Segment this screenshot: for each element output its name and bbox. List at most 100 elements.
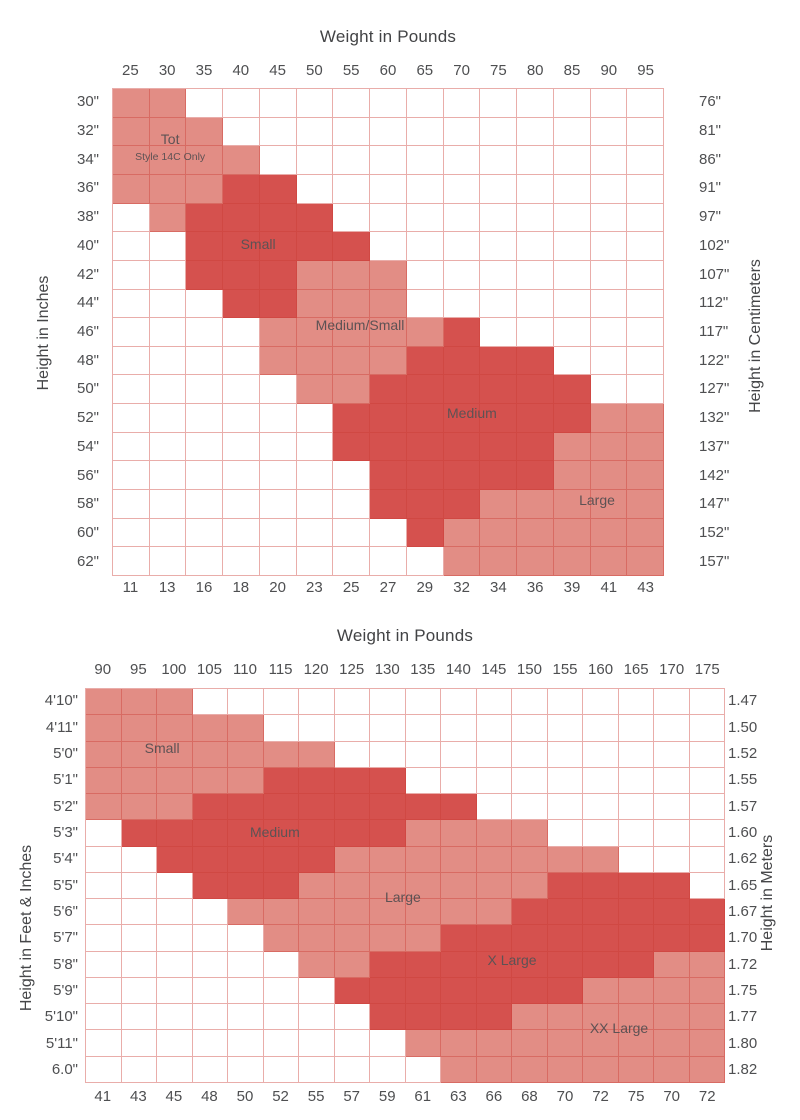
grid-cell [590, 375, 628, 405]
grid-cell [370, 872, 406, 900]
grid-cell [149, 146, 187, 175]
grid-cell [476, 925, 512, 952]
top-axis-tick: 100 [161, 661, 187, 678]
grid-cell [333, 117, 371, 147]
grid-cell [590, 461, 628, 491]
bottom-axis-tick: 75 [627, 1088, 645, 1105]
grid-cell [157, 820, 193, 847]
grid-cell [299, 1004, 335, 1031]
grid-cell [263, 1056, 299, 1083]
grid-cell [405, 899, 441, 926]
grid-cell [223, 461, 260, 491]
grid-cell [259, 490, 297, 519]
grid-cell [186, 432, 224, 462]
grid-cell [186, 289, 224, 319]
left-axis-tick: 5'10" [44, 1008, 78, 1026]
grid-cell [553, 260, 591, 290]
grid-cell [547, 820, 583, 847]
top-axis-tick: 170 [659, 661, 685, 678]
grid-cell [654, 1030, 690, 1057]
grid-cell [263, 741, 299, 768]
grid-cell [149, 89, 187, 118]
grid-cell [370, 899, 406, 926]
grid-cell [618, 767, 654, 795]
left-axis-tick: 5'0" [53, 744, 78, 762]
grid-cell [263, 1030, 299, 1057]
grid-cell [689, 689, 725, 716]
top-axis-tick: 90 [600, 62, 618, 79]
grid-cell [547, 715, 583, 742]
bottom-axis-tick: 55 [307, 1088, 325, 1105]
grid-cell [517, 289, 554, 319]
grid-cell [547, 794, 583, 821]
grid-cell [157, 977, 193, 1005]
grid-cell [480, 289, 518, 319]
grid-cell [443, 146, 481, 175]
grid-cell [333, 346, 371, 376]
grid-cell [654, 899, 690, 926]
bottom-axis-tick: 48 [201, 1088, 218, 1105]
grid-cell [333, 318, 371, 347]
right-axis-tick: 1.60 [728, 823, 758, 841]
grid-cell [654, 820, 690, 847]
grid-cell [299, 1056, 335, 1083]
right-axis-tick: 1.77 [728, 1008, 758, 1026]
grid-cell [86, 899, 122, 926]
grid-cell [192, 977, 228, 1005]
grid-cell [186, 518, 224, 548]
grid-cell [512, 820, 548, 847]
grid-cell [223, 404, 260, 433]
grid-cell [512, 872, 548, 900]
grid-cell [121, 1056, 157, 1083]
grid-cell [121, 1030, 157, 1057]
grid-cell [476, 951, 512, 978]
right-axis-tick: 1.80 [728, 1034, 758, 1052]
right-axis-tick: 152" [699, 523, 730, 541]
right-axis-tick: 112" [699, 294, 729, 312]
grid-cell [228, 767, 264, 795]
grid-cell [553, 461, 591, 491]
grid-cell [443, 346, 481, 376]
bottom-chart-right-axis-title: Height in Meters [759, 834, 776, 952]
bottom-chart-title: Weight in Pounds [336, 626, 474, 645]
bottom-axis-tick: 13 [158, 579, 176, 596]
grid-cell [157, 846, 193, 873]
grid-cell [406, 89, 444, 118]
grid-cell [121, 767, 157, 795]
grid-cell [547, 1030, 583, 1057]
top-axis-tick: 165 [623, 661, 649, 678]
right-axis-tick: 1.50 [728, 718, 758, 736]
grid-cell [654, 715, 690, 742]
top-axis-tick: 70 [453, 62, 470, 79]
size-region-label: XX Large [589, 1019, 649, 1036]
grid-cell [299, 741, 335, 768]
grid-cell [480, 461, 518, 491]
grid-cell [476, 715, 512, 742]
grid-cell [228, 846, 264, 873]
grid-cell [443, 432, 481, 462]
top-axis-tick: 145 [481, 661, 507, 678]
grid-cell [223, 375, 260, 405]
grid-cell [553, 375, 591, 405]
grid-cell [370, 232, 407, 261]
grid-cell [689, 846, 725, 873]
grid-cell [517, 490, 554, 519]
size-grid [85, 688, 725, 1083]
right-axis-tick: 86" [699, 150, 722, 168]
grid-cell [333, 461, 371, 491]
bottom-axis-tick: 18 [232, 579, 250, 596]
top-axis-tick: 80 [526, 62, 544, 79]
grid-cell [512, 899, 548, 926]
left-axis-tick: 5'8" [53, 955, 78, 973]
bottom-axis-tick: 45 [165, 1088, 183, 1105]
grid-cell [689, 794, 725, 821]
size-region-label: Medium [446, 404, 497, 421]
grid-cell [512, 1056, 548, 1083]
grid-cell [259, 518, 297, 548]
grid-cell [263, 767, 299, 795]
grid-cell [334, 977, 370, 1005]
grid-cell [228, 794, 264, 821]
size-region-label: Tot [160, 131, 180, 148]
right-axis-tick: 1.65 [728, 876, 758, 894]
top-axis-tick: 50 [306, 62, 323, 79]
